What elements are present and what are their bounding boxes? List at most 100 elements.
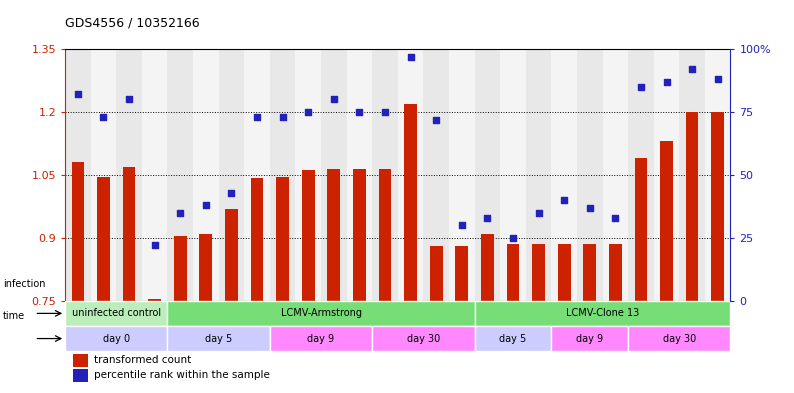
- Bar: [686, 112, 699, 301]
- Text: uninfected control: uninfected control: [71, 309, 161, 318]
- Point: [379, 109, 391, 115]
- Bar: [71, 162, 84, 301]
- Point: [276, 114, 289, 120]
- Bar: [245, 49, 270, 301]
- Text: transformed count: transformed count: [94, 355, 191, 365]
- Text: day 9: day 9: [576, 334, 603, 343]
- Point: [481, 215, 494, 221]
- Text: day 5: day 5: [205, 334, 233, 343]
- Bar: [475, 326, 551, 351]
- Text: day 0: day 0: [102, 334, 130, 343]
- Bar: [168, 49, 193, 301]
- Point: [71, 91, 84, 97]
- Bar: [65, 326, 168, 351]
- Bar: [73, 354, 87, 367]
- Bar: [680, 49, 705, 301]
- Bar: [577, 49, 603, 301]
- Point: [507, 235, 519, 241]
- Text: infection: infection: [3, 279, 46, 289]
- Point: [686, 66, 699, 72]
- Bar: [91, 49, 116, 301]
- Point: [660, 79, 673, 85]
- Bar: [628, 49, 653, 301]
- Bar: [270, 49, 295, 301]
- Bar: [404, 104, 417, 301]
- Bar: [557, 244, 571, 301]
- Bar: [168, 326, 270, 351]
- Point: [199, 202, 212, 208]
- Point: [609, 215, 622, 221]
- Bar: [142, 49, 168, 301]
- Bar: [321, 49, 347, 301]
- Bar: [551, 49, 577, 301]
- Point: [532, 209, 545, 216]
- Bar: [65, 301, 168, 326]
- Bar: [193, 49, 218, 301]
- Point: [404, 53, 417, 60]
- Bar: [251, 178, 264, 301]
- Bar: [551, 326, 628, 351]
- Bar: [327, 169, 340, 301]
- Bar: [225, 209, 238, 301]
- Text: GDS4556 / 10352166: GDS4556 / 10352166: [65, 17, 200, 29]
- Point: [430, 116, 442, 123]
- Point: [456, 222, 468, 228]
- Text: day 9: day 9: [307, 334, 334, 343]
- Bar: [507, 244, 519, 301]
- Point: [711, 76, 724, 83]
- Point: [97, 114, 110, 120]
- Bar: [353, 169, 366, 301]
- Bar: [526, 49, 551, 301]
- Point: [174, 209, 187, 216]
- Bar: [449, 49, 475, 301]
- Bar: [73, 369, 87, 382]
- Bar: [65, 49, 91, 301]
- Text: LCMV-Clone 13: LCMV-Clone 13: [566, 309, 639, 318]
- Bar: [660, 141, 673, 301]
- Bar: [456, 246, 468, 301]
- Bar: [372, 326, 475, 351]
- Bar: [603, 49, 628, 301]
- Bar: [372, 49, 398, 301]
- Text: percentile rank within the sample: percentile rank within the sample: [94, 371, 270, 380]
- Bar: [270, 326, 372, 351]
- Bar: [584, 244, 596, 301]
- Text: day 30: day 30: [407, 334, 440, 343]
- Text: LCMV-Armstrong: LCMV-Armstrong: [280, 309, 361, 318]
- Text: day 5: day 5: [499, 334, 526, 343]
- Bar: [116, 49, 142, 301]
- Point: [584, 204, 596, 211]
- Bar: [705, 49, 730, 301]
- Bar: [628, 326, 730, 351]
- Point: [251, 114, 264, 120]
- Bar: [276, 176, 289, 301]
- Point: [634, 84, 647, 90]
- Bar: [295, 49, 321, 301]
- Point: [123, 96, 136, 103]
- Point: [302, 109, 314, 115]
- Bar: [532, 244, 545, 301]
- Bar: [379, 169, 391, 301]
- Bar: [634, 158, 647, 301]
- Bar: [500, 49, 526, 301]
- Point: [557, 197, 570, 203]
- Point: [225, 189, 238, 196]
- Bar: [398, 49, 423, 301]
- Bar: [347, 49, 372, 301]
- Bar: [123, 167, 136, 301]
- Bar: [430, 246, 442, 301]
- Bar: [475, 301, 730, 326]
- Point: [327, 96, 340, 103]
- Bar: [148, 299, 161, 301]
- Bar: [475, 49, 500, 301]
- Bar: [168, 301, 475, 326]
- Point: [353, 109, 366, 115]
- Bar: [199, 234, 212, 301]
- Bar: [653, 49, 680, 301]
- Bar: [174, 236, 187, 301]
- Bar: [218, 49, 245, 301]
- Text: time: time: [3, 311, 25, 321]
- Bar: [302, 169, 314, 301]
- Bar: [423, 49, 449, 301]
- Bar: [481, 234, 494, 301]
